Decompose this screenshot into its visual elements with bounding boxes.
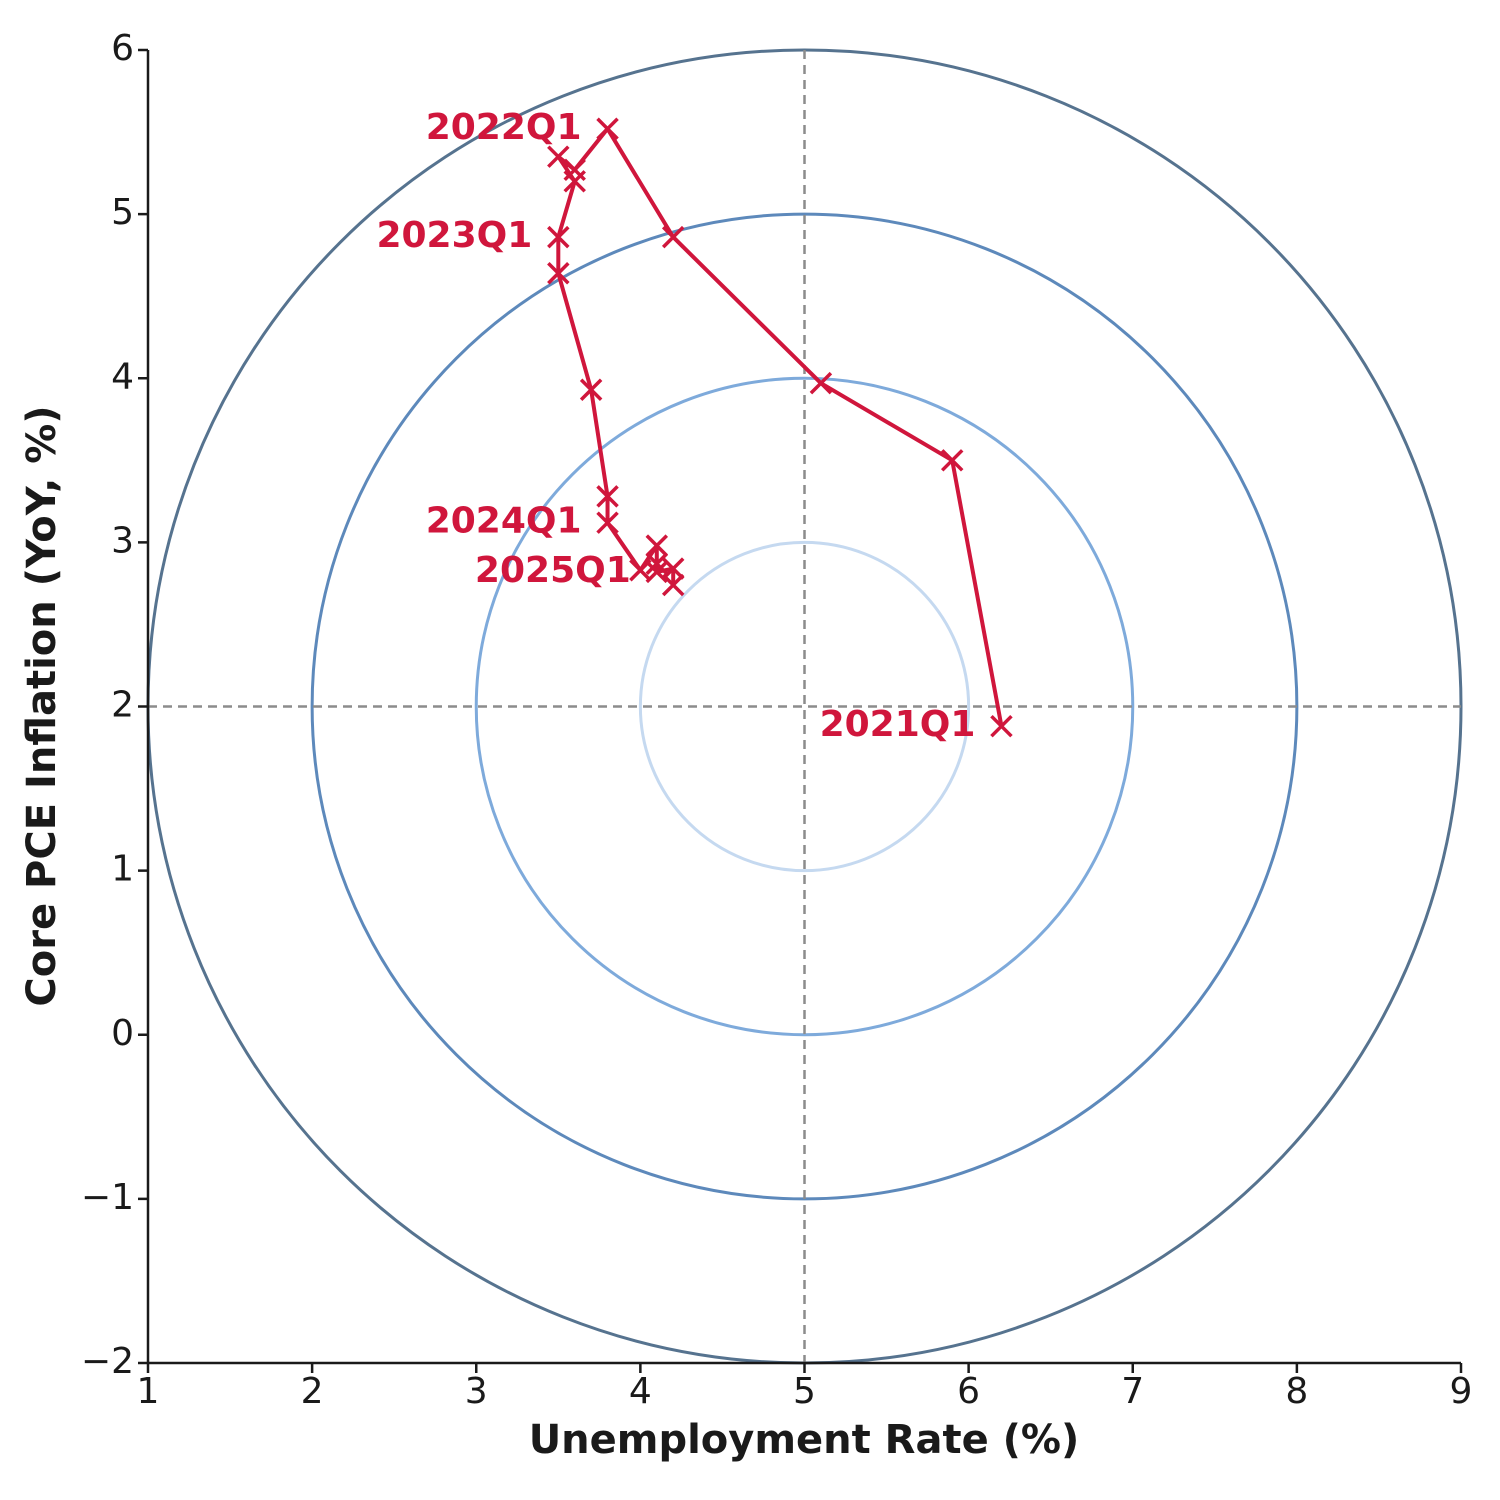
- point-marker: [579, 378, 603, 401]
- x-tick-label: 8: [1285, 1371, 1308, 1412]
- y-tick-label: 4: [111, 356, 134, 397]
- point-marker: [596, 511, 619, 534]
- y-tick-label: −2: [81, 1341, 134, 1382]
- point-marker: [661, 225, 685, 249]
- point-marker: [563, 170, 586, 193]
- target-circle: [310, 212, 1299, 1201]
- x-tick-label: 9: [1450, 1371, 1473, 1412]
- point-marker: [990, 714, 1013, 738]
- x-tick-label: 7: [1121, 1371, 1144, 1412]
- point-marker: [596, 117, 619, 141]
- point-marker: [940, 449, 964, 472]
- y-tick-label: 2: [111, 685, 134, 726]
- x-tick-label: 5: [793, 1371, 816, 1412]
- point-marker: [547, 225, 570, 249]
- x-tick-label: 4: [629, 1371, 652, 1412]
- point-marker: [596, 485, 619, 508]
- series-line: [556, 126, 1004, 727]
- point-label: 2022Q1: [426, 107, 582, 148]
- y-axis-label: Core PCE Inflation (YoY, %): [19, 405, 65, 1006]
- target-circle: [474, 376, 1135, 1037]
- point-marker: [645, 552, 669, 575]
- y-tick-label: 5: [111, 192, 134, 233]
- y-tick-label: −1: [81, 1177, 134, 1218]
- point-marker: [645, 534, 669, 557]
- point-marker: [547, 261, 570, 285]
- point-label: 2021Q1: [820, 704, 976, 745]
- point-marker: [809, 371, 833, 395]
- point-label: 2023Q1: [376, 215, 532, 256]
- point-marker: [661, 573, 685, 597]
- x-tick-label: 3: [465, 1371, 488, 1412]
- point-label: 2024Q1: [426, 501, 582, 542]
- y-tick-label: 6: [111, 28, 134, 69]
- x-tick-label: 6: [957, 1371, 980, 1412]
- y-tick-label: 1: [111, 849, 134, 890]
- x-tick-label: 1: [137, 1371, 160, 1412]
- y-tick-label: 3: [111, 520, 134, 561]
- target-circle: [638, 540, 971, 873]
- x-tick-label: 2: [301, 1371, 324, 1412]
- point-label: 2025Q1: [475, 550, 631, 591]
- y-tick-label: 0: [111, 1013, 134, 1054]
- point-marker: [661, 557, 685, 580]
- x-axis-label: Unemployment Rate (%): [529, 1417, 1080, 1463]
- point-marker: [547, 145, 570, 168]
